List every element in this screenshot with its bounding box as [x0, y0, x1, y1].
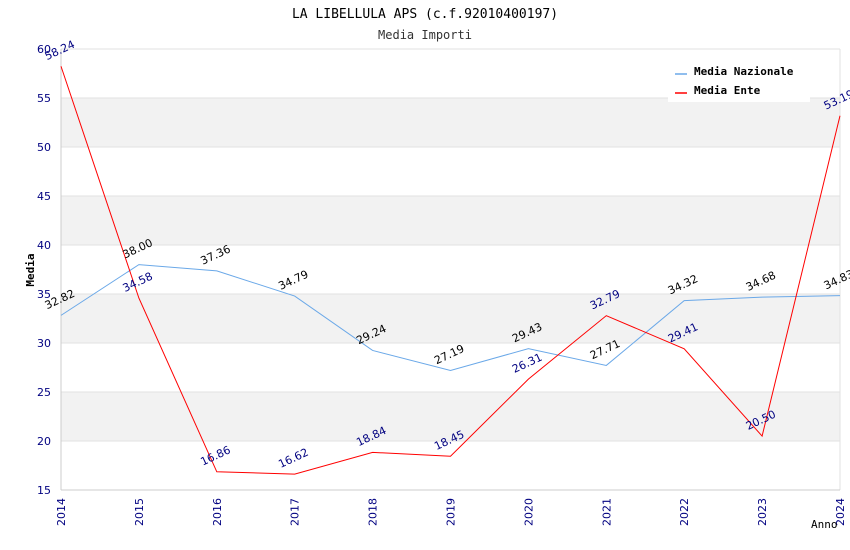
y-tick-label-20: 20: [37, 435, 51, 448]
x-tick-label-2018: 2018: [367, 498, 380, 526]
band-35-40: [61, 245, 840, 294]
band-20-25: [61, 392, 840, 441]
band-40-45: [61, 196, 840, 245]
y-tick-label-15: 15: [37, 484, 51, 497]
chart-series-lines: [60, 66, 841, 475]
chart-background-bands: [61, 49, 840, 490]
x-axis-label: Anno: [811, 518, 838, 531]
y-tick-label-60: 60: [37, 43, 51, 56]
legend: Media Nazionale Media Ente: [668, 58, 810, 102]
x-tick-label-2024: 2024: [834, 498, 847, 526]
x-tick-label-2015: 2015: [133, 498, 146, 526]
legend-label-media-nazionale: Media Nazionale: [694, 65, 794, 78]
legend-label-media-ente: Media Ente: [694, 84, 761, 97]
y-tick-label-25: 25: [37, 386, 51, 399]
y-tick-label-30: 30: [37, 337, 51, 350]
chart-gridlines: [61, 48, 841, 491]
x-tick-label-2020: 2020: [522, 498, 535, 526]
y-tick-label-40: 40: [37, 239, 51, 252]
x-tick-label-2023: 2023: [756, 498, 769, 526]
x-tick-label-2017: 2017: [289, 498, 302, 526]
x-tick-label-2019: 2019: [445, 498, 458, 526]
x-tick-label-2021: 2021: [600, 498, 613, 526]
series-line-media-nazionale: [60, 264, 841, 372]
band-30-35: [61, 294, 840, 343]
chart-subtitle: Media Importi: [378, 28, 472, 42]
band-15-20: [61, 441, 840, 490]
chart-axes: [60, 49, 840, 491]
y-tick-label-45: 45: [37, 190, 51, 203]
legend-box: [668, 58, 810, 102]
band-25-30: [61, 343, 840, 392]
y-axis-label: Media: [24, 253, 37, 286]
x-tick-label-2014: 2014: [55, 498, 68, 526]
band-50-55: [61, 98, 840, 147]
x-tick-label-2016: 2016: [211, 498, 224, 526]
series-line-media-ente: [60, 66, 841, 475]
y-tick-label-35: 35: [37, 288, 51, 301]
band-45-50: [61, 147, 840, 196]
x-tick-label-2022: 2022: [678, 498, 691, 526]
y-tick-label-55: 55: [37, 92, 51, 105]
chart-title: LA LIBELLULA APS (c.f.92010400197): [292, 7, 558, 22]
chart-tick-labels: 15 20 25 30 35 40 45 50 55 60 2014 2015 2016 2017 2018…: [37, 43, 847, 526]
y-tick-label-50: 50: [37, 141, 51, 154]
